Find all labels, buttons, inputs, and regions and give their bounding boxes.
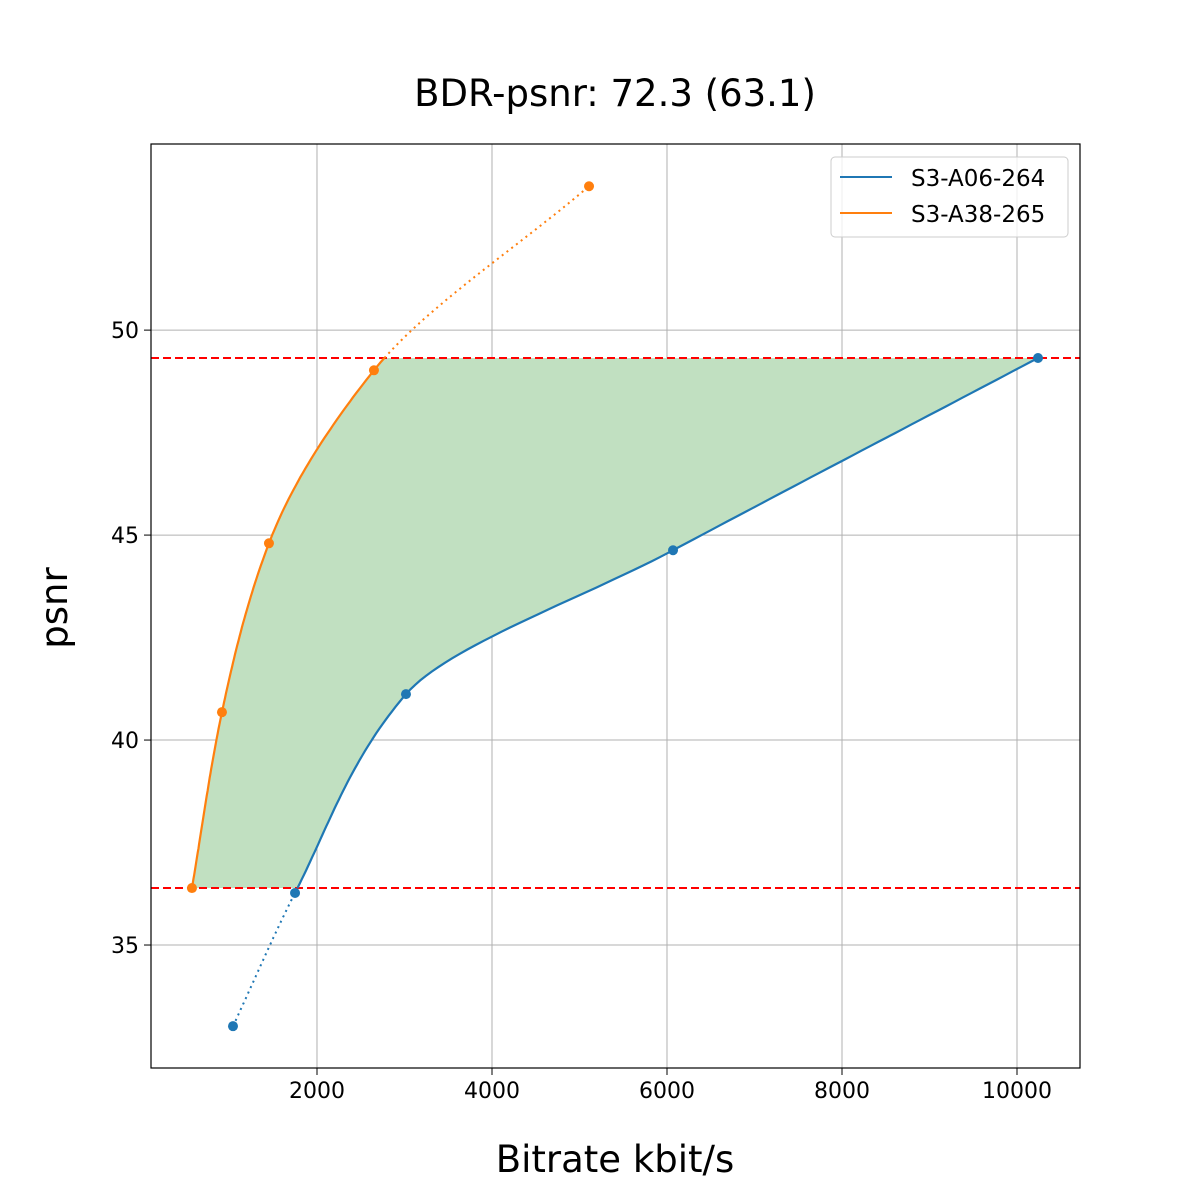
y-axis-label: psnr — [33, 567, 76, 649]
y-tick-label: 50 — [111, 319, 139, 344]
series-line-dotted — [383, 185, 590, 359]
series-line-dotted — [232, 887, 299, 1027]
data-point — [263, 538, 274, 549]
axis-ticks: 2000 4000 6000 8000 10000 35 40 45 50 — [111, 319, 1052, 1104]
data-point — [227, 1021, 238, 1032]
x-tick-label: 8000 — [814, 1079, 870, 1104]
legend: S3-A06-264 S3-A38-265 — [830, 156, 1069, 238]
x-tick-label: 10000 — [982, 1079, 1052, 1104]
x-tick-label: 4000 — [464, 1079, 520, 1104]
x-tick-label: 6000 — [639, 1079, 695, 1104]
series-line — [190, 357, 386, 889]
y-tick-label: 40 — [111, 729, 139, 754]
plot-frame — [150, 143, 1081, 1069]
data-point — [400, 689, 411, 700]
data-point — [290, 887, 301, 898]
y-tick-label: 45 — [111, 524, 139, 549]
series-line — [296, 357, 1039, 889]
data-point — [216, 707, 227, 718]
data-point — [668, 545, 679, 556]
legend-label-0: S3-A06-264 — [911, 166, 1045, 192]
fill-area — [192, 358, 1038, 888]
data-point — [584, 181, 595, 192]
series-lines — [190, 185, 1039, 1027]
legend-label-1: S3-A38-265 — [911, 202, 1045, 228]
reference-lines — [151, 356, 1080, 890]
x-axis-label: Bitrate kbit/s — [496, 1138, 735, 1181]
x-tick-label: 2000 — [289, 1079, 345, 1104]
data-point — [1032, 352, 1043, 363]
chart-title: BDR-psnr: 72.3 (63.1) — [414, 72, 816, 115]
series-points — [186, 181, 1043, 1032]
bd-rate-fill-region — [192, 358, 1038, 888]
data-point — [368, 365, 379, 376]
data-point — [186, 883, 197, 894]
y-tick-label: 35 — [111, 934, 139, 959]
